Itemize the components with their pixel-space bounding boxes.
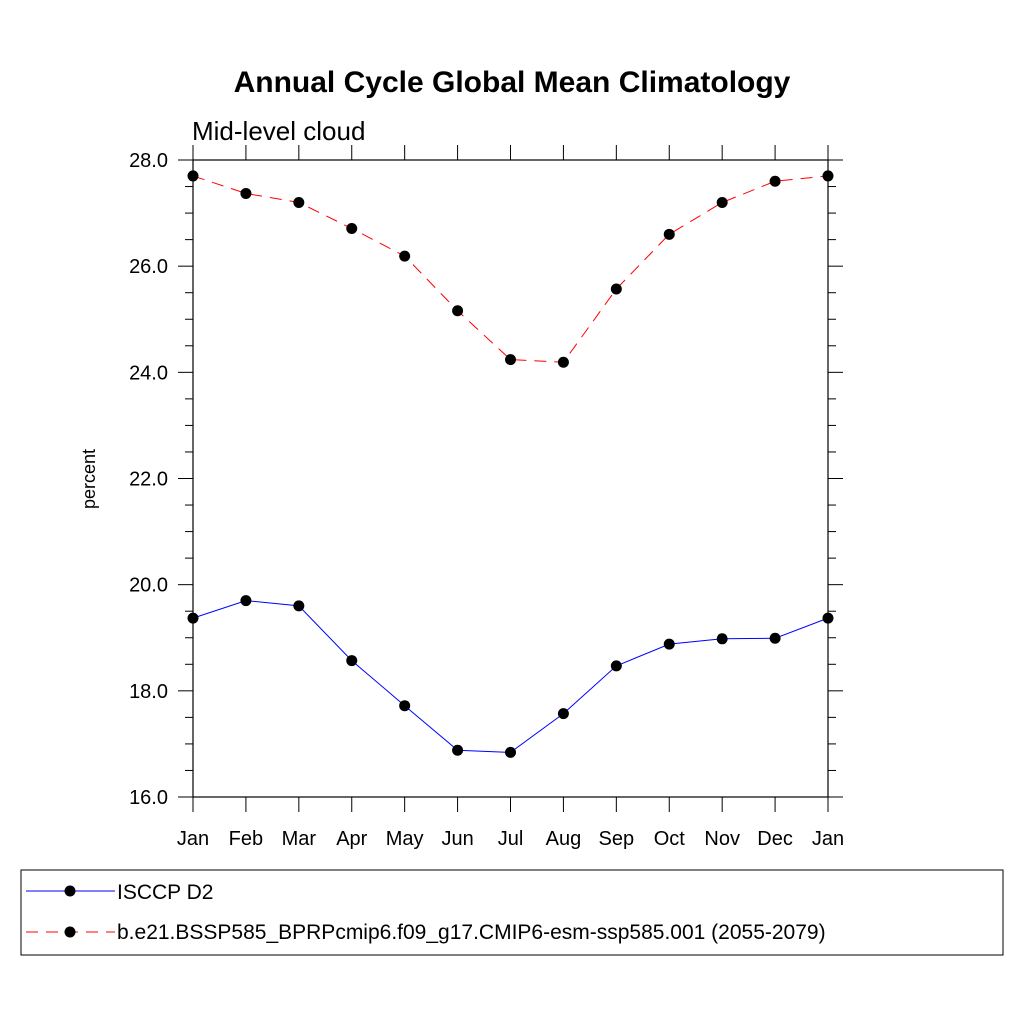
series-0-point bbox=[346, 655, 358, 667]
x-tick-label: May bbox=[386, 828, 424, 850]
axis-ticks bbox=[178, 145, 843, 812]
series-1-point bbox=[240, 187, 252, 199]
x-tick-label: Jun bbox=[441, 828, 473, 850]
y-tick-label: 18.0 bbox=[129, 681, 168, 703]
y-tick-label: 22.0 bbox=[129, 469, 168, 491]
x-tick-label: Nov bbox=[704, 828, 740, 850]
series-0-point bbox=[187, 612, 199, 624]
legend: ISCCP D2 b.e21.BSSP585_BPRPcmip6.f09_g17… bbox=[20, 869, 1004, 956]
legend-label-isccp: ISCCP D2 bbox=[117, 881, 213, 904]
x-tick-label: Sep bbox=[599, 828, 635, 850]
x-tick-label: Jan bbox=[812, 828, 844, 850]
y-tick-label: 28.0 bbox=[129, 150, 168, 172]
y-tick-label: 16.0 bbox=[129, 787, 168, 809]
chart-title: Annual Cycle Global Mean Climatology bbox=[234, 66, 791, 99]
x-tick-label: Aug bbox=[546, 828, 582, 850]
x-tick-label: Feb bbox=[229, 828, 263, 850]
x-tick-label: Mar bbox=[282, 828, 317, 850]
y-tick-label: 24.0 bbox=[129, 362, 168, 384]
series-0-point bbox=[769, 632, 781, 644]
series-line-0 bbox=[192, 600, 829, 753]
series-1-point bbox=[346, 222, 358, 234]
series-0-point bbox=[399, 700, 411, 712]
series-1-point bbox=[663, 228, 675, 240]
series-1-point bbox=[452, 305, 464, 317]
series-1-point bbox=[716, 196, 728, 208]
x-tick-label: Jan bbox=[177, 828, 209, 850]
series-1-point bbox=[610, 283, 622, 295]
y-tick-labels: 16.0 18.0 20.0 22.0 24.0 26.0 28.0 bbox=[129, 150, 168, 809]
series-1-point bbox=[293, 196, 305, 208]
x-tick-label: Dec bbox=[757, 828, 793, 850]
series-1-point bbox=[822, 170, 834, 182]
series-line-1 bbox=[192, 175, 829, 363]
legend-marker-isccp bbox=[64, 885, 76, 897]
series-0-point bbox=[505, 746, 516, 758]
legend-marker-model bbox=[64, 926, 76, 938]
series-0-point bbox=[293, 600, 305, 612]
series-1-point bbox=[505, 354, 516, 366]
series-0-point bbox=[557, 708, 569, 720]
series-1-point bbox=[399, 250, 411, 262]
y-tick-label: 26.0 bbox=[129, 256, 168, 278]
series-0-point bbox=[822, 612, 834, 624]
series-0-point bbox=[610, 660, 622, 672]
series-0-point bbox=[663, 638, 675, 650]
legend-label-model: b.e21.BSSP585_BPRPcmip6.f09_g17.CMIP6-es… bbox=[117, 921, 826, 944]
series-layer bbox=[187, 170, 834, 758]
x-tick-label: Oct bbox=[654, 828, 686, 850]
x-tick-label: Apr bbox=[336, 828, 367, 850]
x-tick-label: Jul bbox=[498, 828, 524, 850]
plot-frame bbox=[192, 159, 829, 798]
series-1-point bbox=[187, 170, 199, 182]
series-1-point bbox=[769, 175, 781, 187]
chart-subtitle: Mid-level cloud bbox=[192, 116, 365, 146]
series-1-point bbox=[557, 356, 569, 368]
y-axis-label: percent bbox=[79, 449, 99, 509]
legend-box bbox=[20, 869, 1004, 956]
series-0-point bbox=[452, 744, 464, 756]
y-tick-label: 20.0 bbox=[129, 575, 168, 597]
series-0-point bbox=[240, 595, 252, 607]
series-0-point bbox=[716, 633, 728, 645]
x-tick-labels: Jan Feb Mar Apr May Jun Jul Aug Sep Oct Nov Dec Jan bbox=[177, 828, 844, 850]
